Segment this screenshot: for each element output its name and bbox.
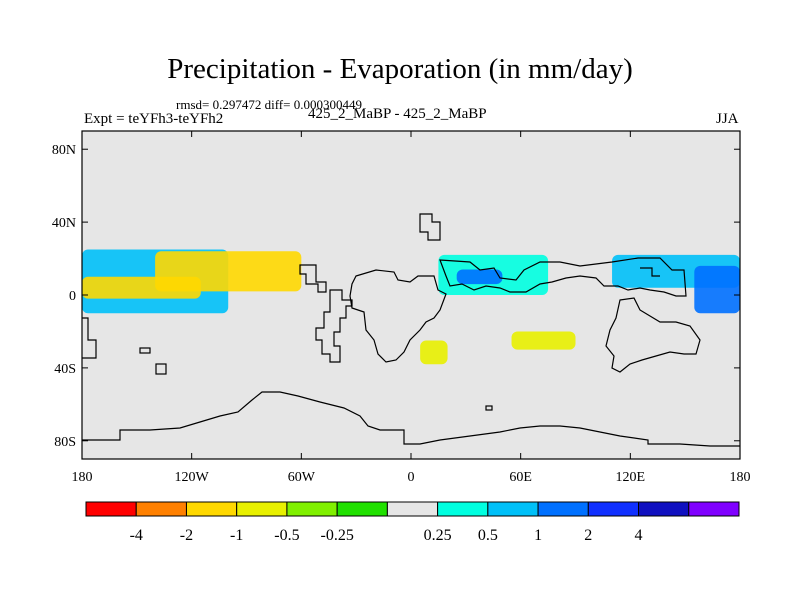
coastline-australia <box>605 297 701 373</box>
stats-line: rmsd= 0.297472 diff= 0.000300449 <box>176 97 362 112</box>
colorbar-swatch <box>688 501 740 517</box>
x-tick-label: 60W <box>288 470 316 485</box>
colorbar-label: -2 <box>180 527 193 544</box>
colorbar-swatch <box>185 501 238 517</box>
colorbar-label: 0.5 <box>478 527 498 544</box>
anomaly-region-9 <box>511 331 576 350</box>
x-tick-label: 120W <box>175 470 210 485</box>
colorbar-label: -4 <box>130 527 143 544</box>
y-tick-label: 80N <box>52 143 76 158</box>
colorbar-swatch <box>537 501 589 517</box>
colorbar-swatch <box>286 501 338 517</box>
colorbar-swatch <box>487 501 539 517</box>
y-tick-label: 40N <box>52 216 76 231</box>
season-label: JJA <box>716 111 739 127</box>
colorbar-swatch <box>236 501 288 517</box>
anomaly-region-7 <box>694 265 740 314</box>
anomaly-region-10 <box>593 322 667 377</box>
colorbar-swatch <box>336 501 388 517</box>
island-2 <box>485 405 493 411</box>
colorbar-swatch <box>587 501 640 517</box>
coastline-africa <box>349 269 447 363</box>
colorbar-swatch <box>85 501 137 517</box>
x-tick-label: 0 <box>408 470 415 485</box>
colorbar-label: -1 <box>230 527 243 544</box>
island-1 <box>139 347 151 354</box>
coastline-east-pacific-shore <box>640 267 660 277</box>
coastline-south-america <box>315 289 353 363</box>
colorbar-label: -0.5 <box>274 527 299 544</box>
colorbar-swatch <box>386 501 439 517</box>
axes: 180 120W 60W 0 60E 120E 180 80N 40N 0 40S 80S <box>52 131 751 485</box>
y-tick-label: 0 <box>69 289 76 304</box>
comparison-label: 425_2_MaBP - 425_2_MaBP <box>308 106 487 122</box>
colorbar-label: 4 <box>635 527 643 544</box>
chart-title: Precipitation - Evaporation (in mm/day) <box>167 53 633 85</box>
x-tick-label: 180 <box>730 470 751 485</box>
anomaly-region-8 <box>420 340 448 365</box>
coastline-north-atlantic <box>419 213 441 241</box>
coastline-central-america <box>299 264 327 293</box>
x-tick-label: 180 <box>72 470 93 485</box>
y-tick-label: 80S <box>54 435 76 450</box>
coastline-north-pacific-shore <box>82 317 97 359</box>
x-tick-label: 60E <box>509 470 532 485</box>
colorbar-label: -0.25 <box>320 527 353 544</box>
colorbar-swatch <box>437 501 489 517</box>
colorbar-label: 2 <box>584 527 592 544</box>
colorbar-swatch <box>135 501 187 517</box>
colorbar-label: 1 <box>534 527 542 544</box>
coastline-asia <box>439 257 687 297</box>
experiment-label: Expt = teYFh3-teYFh2 <box>84 111 224 127</box>
anomaly-regions <box>82 249 740 377</box>
colorbar: -4 -2 -1 -0.5 -0.25 0.25 0.5 1 2 4 <box>85 501 740 544</box>
y-tick-label: 40S <box>54 362 76 377</box>
anomaly-region-3 <box>155 251 302 292</box>
colorbar-swatch <box>638 501 690 517</box>
coastlines <box>82 213 740 447</box>
colorbar-label: 0.25 <box>424 527 452 544</box>
coastline-antarctica <box>82 391 740 447</box>
island-3 <box>155 363 167 375</box>
x-tick-label: 120E <box>616 470 646 485</box>
anomaly-region-5 <box>456 269 503 285</box>
